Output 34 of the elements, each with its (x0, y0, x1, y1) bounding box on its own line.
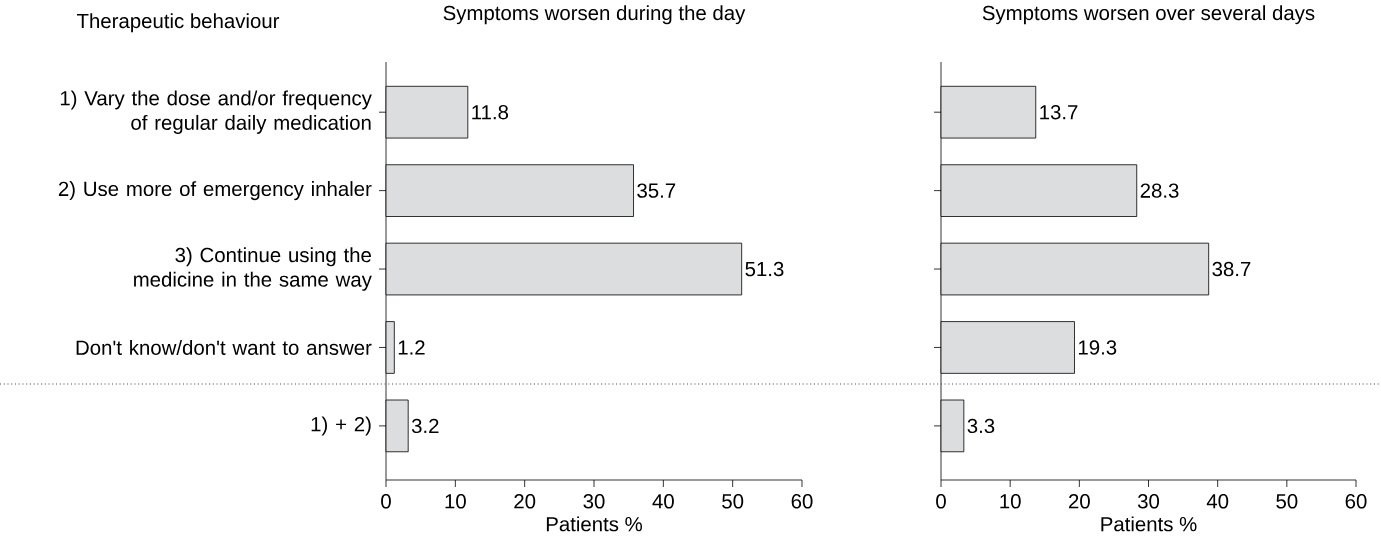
x-tick-label: 50 (722, 494, 744, 509)
data-label: 38.7 (1212, 261, 1251, 277)
x-axis-title: Patients % (1101, 516, 1197, 532)
x-tick-label: 60 (1345, 494, 1367, 509)
x-tick-label: 10 (445, 494, 466, 509)
data-label: 1.2 (398, 340, 425, 355)
y-tick-label: 1) + 2) (311, 416, 371, 436)
chart-title: Symptoms worsen during the day (443, 5, 746, 25)
x-tick-label: 50 (1276, 494, 1298, 509)
data-label: 3.2 (411, 418, 439, 434)
x-tick-label: 0 (381, 494, 391, 509)
y-tick-label: 3) Continue using the medicine in the same way (134, 247, 372, 291)
y-tick-label: Don't know/don't want to answer (76, 339, 372, 355)
data-label: 28.3 (1140, 183, 1179, 198)
x-tick-label: 0 (936, 494, 946, 509)
x-tick-label: 20 (514, 494, 536, 509)
data-label: 3.3 (967, 418, 995, 434)
y-tick-label: 1) Vary the dose and/or frequency of regular daily medication (60, 90, 372, 134)
data-label: 35.7 (637, 183, 676, 198)
x-tick-label: 10 (1000, 494, 1021, 509)
chart-title: Symptoms worsen over several days (982, 5, 1315, 25)
data-label: 13.7 (1040, 104, 1078, 120)
x-tick-label: 40 (652, 494, 674, 509)
y-tick-label: 2) Use more of emergency inhaler (58, 181, 372, 201)
x-tick-label: 20 (1069, 494, 1090, 509)
x-tick-label: 40 (1206, 494, 1229, 509)
x-tick-label: 30 (1137, 494, 1160, 509)
x-tick-label: 30 (583, 494, 605, 509)
x-axis-title: Patients % (546, 516, 643, 532)
data-label: 51.3 (745, 261, 784, 277)
x-tick-label: 60 (791, 494, 813, 509)
data-label: 19.3 (1078, 340, 1117, 355)
y-axis-title: Therapeutic behaviour (76, 13, 280, 33)
data-label: 11.8 (472, 104, 509, 120)
